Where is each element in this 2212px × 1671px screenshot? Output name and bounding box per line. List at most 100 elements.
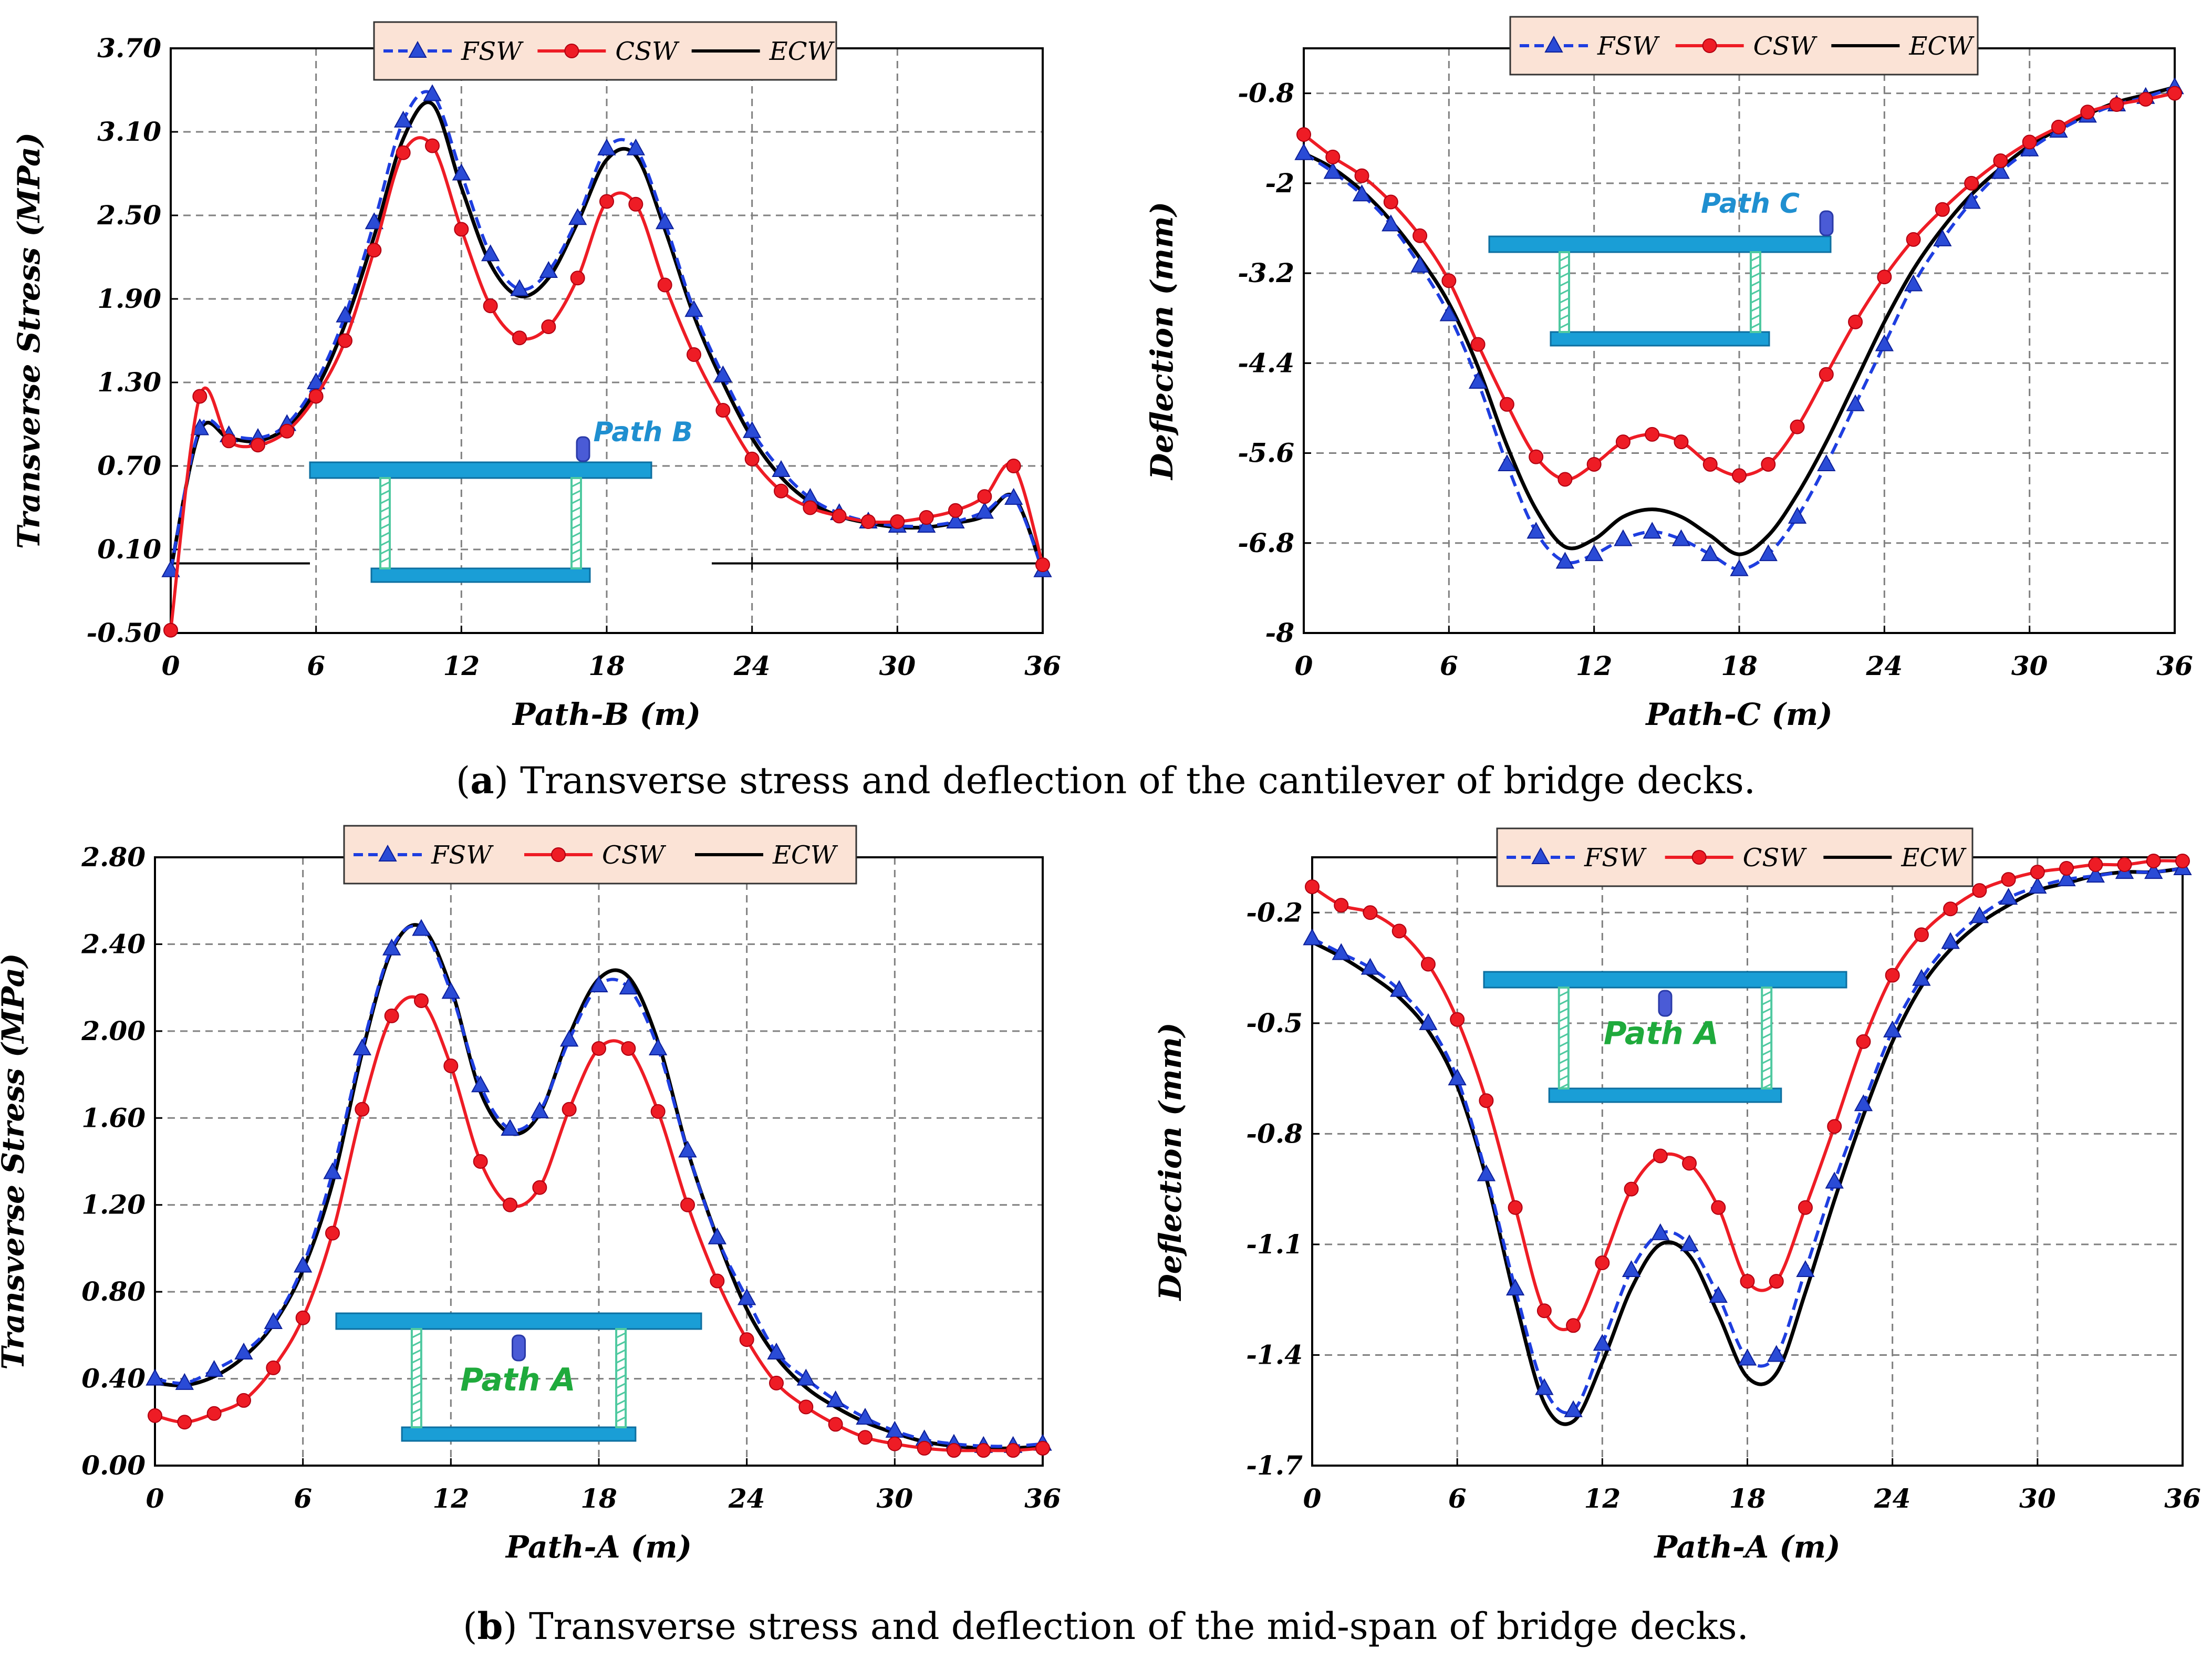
web-hatch — [616, 1349, 626, 1355]
csw-point — [2059, 861, 2074, 876]
y-tick-label: -0.5 — [1246, 1008, 1303, 1039]
csw-point — [680, 1197, 695, 1212]
web-hatch — [1751, 306, 1760, 312]
fsw-point — [1651, 1223, 1670, 1240]
fsw-point — [1535, 1378, 1554, 1395]
fsw-point — [1468, 371, 1488, 389]
web-hatch — [616, 1408, 626, 1414]
csw-point — [628, 196, 643, 212]
web-hatch — [616, 1374, 626, 1381]
fsw-point — [1846, 394, 1865, 411]
web-hatch — [1762, 1083, 1771, 1089]
legend-box — [1509, 16, 1979, 76]
path-label: Path A — [1604, 1015, 1719, 1052]
fsw-point — [1584, 544, 1604, 562]
fsw-point — [423, 84, 442, 101]
csw-point — [1624, 1181, 1639, 1197]
fsw-point — [626, 138, 646, 155]
x-tick-label: 36 — [2156, 650, 2193, 681]
fsw-point — [1825, 1171, 1844, 1189]
csw-point — [1885, 968, 1900, 983]
x-tick-label: 18 — [1729, 1483, 1766, 1514]
fsw-point — [234, 1342, 253, 1359]
csw-point — [148, 1408, 162, 1423]
fsw-point — [1680, 1234, 1699, 1251]
left-web — [1557, 987, 1570, 1089]
series-ecw — [1311, 866, 2183, 1426]
fsw-point — [678, 1140, 697, 1158]
web-hatch — [412, 1341, 421, 1347]
csw-point — [1035, 1440, 1050, 1456]
web-hatch — [572, 481, 581, 487]
fsw-point — [767, 1342, 786, 1359]
y-tick-label: -8 — [1265, 617, 1294, 648]
fsw-point — [1738, 1348, 1757, 1366]
y-axis-title: Deflection (mm) — [1144, 202, 1180, 481]
y-tick-label: 0.70 — [97, 450, 161, 481]
x-tick-label: 24 — [1874, 1483, 1911, 1514]
x-tick-label: 18 — [1721, 650, 1758, 681]
legend: FSW CSW ECW — [1496, 827, 1974, 887]
fsw-point — [1593, 1334, 1612, 1351]
csw-point — [163, 622, 178, 638]
csw-point — [396, 145, 411, 160]
fsw-point — [365, 212, 384, 230]
y-tick-label: 2.50 — [97, 200, 161, 231]
csw-point — [1943, 901, 1958, 917]
legend-label-fsw: FSW — [1597, 32, 1660, 61]
csw-point — [947, 1443, 961, 1458]
csw-point — [1691, 850, 1707, 865]
fsw-point — [708, 1227, 727, 1244]
csw-point — [977, 489, 992, 504]
csw-point — [1536, 1303, 1552, 1319]
legend-label-ecw: ECW — [1901, 843, 1967, 873]
fsw-point — [1941, 932, 1960, 949]
web-hatch — [412, 1408, 421, 1414]
fsw-point — [161, 560, 180, 577]
grid — [155, 857, 1043, 1466]
csw-point — [739, 1332, 754, 1347]
web-hatch — [380, 515, 390, 521]
csw-point — [503, 1197, 517, 1212]
web-hatch — [1762, 999, 1771, 1005]
web-hatch — [1559, 1050, 1569, 1056]
x-tick-label: 36 — [2164, 1483, 2201, 1514]
fsw-point — [530, 1101, 549, 1118]
csw-point — [355, 1102, 370, 1117]
csw-point — [687, 347, 701, 362]
y-tick-label: -1.1 — [1246, 1229, 1303, 1260]
csw-point — [2175, 854, 2190, 869]
csw-point — [1914, 927, 1929, 942]
web-hatch — [412, 1357, 421, 1364]
y-tick-label: 2.40 — [81, 928, 146, 959]
csw-point — [1856, 1034, 1871, 1049]
web-hatch — [412, 1332, 421, 1338]
web-hatch — [1560, 323, 1569, 329]
legend-label-csw: CSW — [602, 840, 667, 870]
ecw-line — [1311, 866, 2183, 1426]
csw-point — [2167, 86, 2182, 101]
web-hatch — [1751, 289, 1760, 295]
web-hatch — [1560, 255, 1569, 262]
web-hatch — [1559, 999, 1569, 1005]
csw-point — [1761, 456, 1776, 472]
csw-point — [1305, 879, 1320, 895]
csw-point — [858, 1430, 873, 1445]
csw-point — [562, 1102, 577, 1117]
fsw-point — [1904, 274, 1923, 292]
fsw-point — [655, 212, 674, 230]
web-hatch — [1751, 255, 1760, 262]
csw-point — [279, 423, 295, 439]
csw-point — [1702, 456, 1718, 472]
x-tick-label: 30 — [879, 650, 916, 681]
csw-point — [2022, 134, 2037, 150]
fsw-point — [471, 1075, 490, 1093]
top-flange — [309, 461, 652, 479]
bottom-flange — [401, 1426, 637, 1442]
fsw-point — [1323, 162, 1342, 179]
csw-point — [338, 333, 352, 348]
csw-point — [564, 44, 579, 58]
csw-point — [798, 1399, 814, 1415]
csw-point — [251, 438, 265, 453]
legend-label-ecw: ECW — [1908, 32, 1975, 61]
